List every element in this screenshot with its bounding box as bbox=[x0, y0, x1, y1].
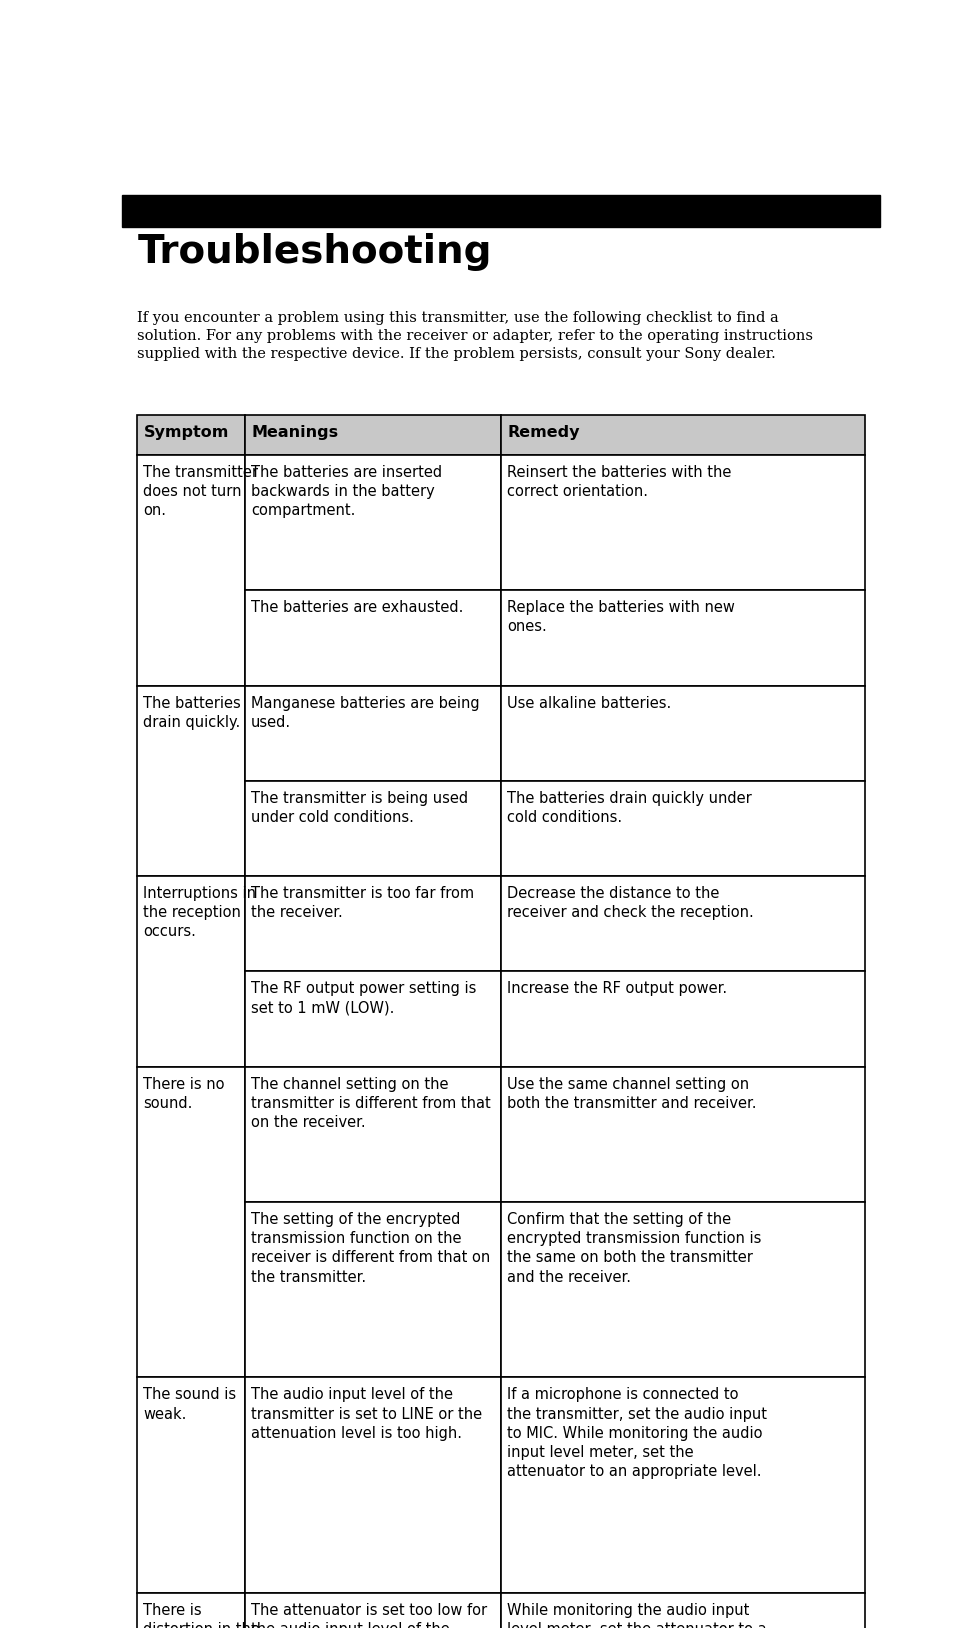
Bar bbox=[137, 415, 245, 454]
Bar bbox=[245, 591, 500, 685]
Text: Interruptions in
the reception
occurs.: Interruptions in the reception occurs. bbox=[144, 886, 256, 939]
Text: Increase the RF output power.: Increase the RF output power. bbox=[507, 982, 727, 996]
Text: The transmitter is too far from
the receiver.: The transmitter is too far from the rece… bbox=[251, 886, 474, 920]
Bar bbox=[500, 1066, 865, 1201]
Bar bbox=[137, 876, 245, 1066]
Bar bbox=[500, 415, 865, 454]
Bar bbox=[137, 685, 245, 876]
Text: Use alkaline batteries.: Use alkaline batteries. bbox=[507, 695, 671, 710]
Text: The setting of the encrypted
transmission function on the
receiver is different : The setting of the encrypted transmissio… bbox=[251, 1211, 489, 1284]
Bar bbox=[500, 1377, 865, 1594]
Text: Manganese batteries are being
used.: Manganese batteries are being used. bbox=[251, 695, 480, 729]
Text: Symptom: Symptom bbox=[144, 425, 229, 440]
Text: The sound is
weak.: The sound is weak. bbox=[144, 1387, 236, 1421]
Text: Reinsert the batteries with the
correct orientation.: Reinsert the batteries with the correct … bbox=[507, 466, 731, 500]
Bar bbox=[245, 781, 500, 876]
Bar bbox=[245, 454, 500, 591]
Text: Troubleshooting: Troubleshooting bbox=[137, 233, 491, 270]
Bar bbox=[137, 1594, 245, 1628]
Bar bbox=[500, 876, 865, 972]
Text: The transmitter
does not turn
on.: The transmitter does not turn on. bbox=[144, 466, 258, 518]
Text: If a microphone is connected to
the transmitter, set the audio input
to MIC. Whi: If a microphone is connected to the tran… bbox=[507, 1387, 767, 1480]
Text: The channel setting on the
transmitter is different from that
on the receiver.: The channel setting on the transmitter i… bbox=[251, 1076, 490, 1130]
Text: Replace the batteries with new
ones.: Replace the batteries with new ones. bbox=[507, 601, 735, 635]
Bar bbox=[245, 685, 500, 781]
Bar bbox=[137, 454, 245, 685]
Bar bbox=[122, 195, 879, 226]
Bar bbox=[500, 591, 865, 685]
Bar bbox=[245, 972, 500, 1066]
Text: The audio input level of the
transmitter is set to LINE or the
attenuation level: The audio input level of the transmitter… bbox=[251, 1387, 482, 1441]
Bar bbox=[500, 685, 865, 781]
Text: There is no
sound.: There is no sound. bbox=[144, 1076, 225, 1110]
Bar bbox=[137, 1066, 245, 1377]
Bar bbox=[245, 1066, 500, 1201]
Text: Confirm that the setting of the
encrypted transmission function is
the same on b: Confirm that the setting of the encrypte… bbox=[507, 1211, 761, 1284]
Bar bbox=[500, 1201, 865, 1377]
Text: Decrease the distance to the
receiver and check the reception.: Decrease the distance to the receiver an… bbox=[507, 886, 753, 920]
Bar bbox=[500, 1594, 865, 1628]
Bar bbox=[500, 972, 865, 1066]
Bar bbox=[137, 1377, 245, 1594]
Text: The batteries drain quickly under
cold conditions.: The batteries drain quickly under cold c… bbox=[507, 791, 751, 825]
Bar bbox=[245, 415, 500, 454]
Text: The batteries are inserted
backwards in the battery
compartment.: The batteries are inserted backwards in … bbox=[251, 466, 442, 518]
Text: If you encounter a problem using this transmitter, use the following checklist t: If you encounter a problem using this tr… bbox=[137, 311, 813, 361]
Bar bbox=[500, 781, 865, 876]
Bar bbox=[500, 454, 865, 591]
Bar bbox=[245, 1594, 500, 1628]
Text: Remedy: Remedy bbox=[507, 425, 579, 440]
Text: The RF output power setting is
set to 1 mW (LOW).: The RF output power setting is set to 1 … bbox=[251, 982, 476, 1016]
Text: The batteries are exhausted.: The batteries are exhausted. bbox=[251, 601, 463, 615]
Bar bbox=[245, 876, 500, 972]
Text: Meanings: Meanings bbox=[251, 425, 338, 440]
Text: The transmitter is being used
under cold conditions.: The transmitter is being used under cold… bbox=[251, 791, 468, 825]
Text: Use the same channel setting on
both the transmitter and receiver.: Use the same channel setting on both the… bbox=[507, 1076, 756, 1110]
Bar bbox=[245, 1201, 500, 1377]
Text: The attenuator is set too low for
the audio input level of the
transmitter.: The attenuator is set too low for the au… bbox=[251, 1604, 487, 1628]
Text: The batteries
drain quickly.: The batteries drain quickly. bbox=[144, 695, 241, 729]
Text: While monitoring the audio input
level meter, set the attenuator to a
level that: While monitoring the audio input level m… bbox=[507, 1604, 766, 1628]
Bar bbox=[245, 1377, 500, 1594]
Text: There is
distortion in the
sound.: There is distortion in the sound. bbox=[144, 1604, 260, 1628]
